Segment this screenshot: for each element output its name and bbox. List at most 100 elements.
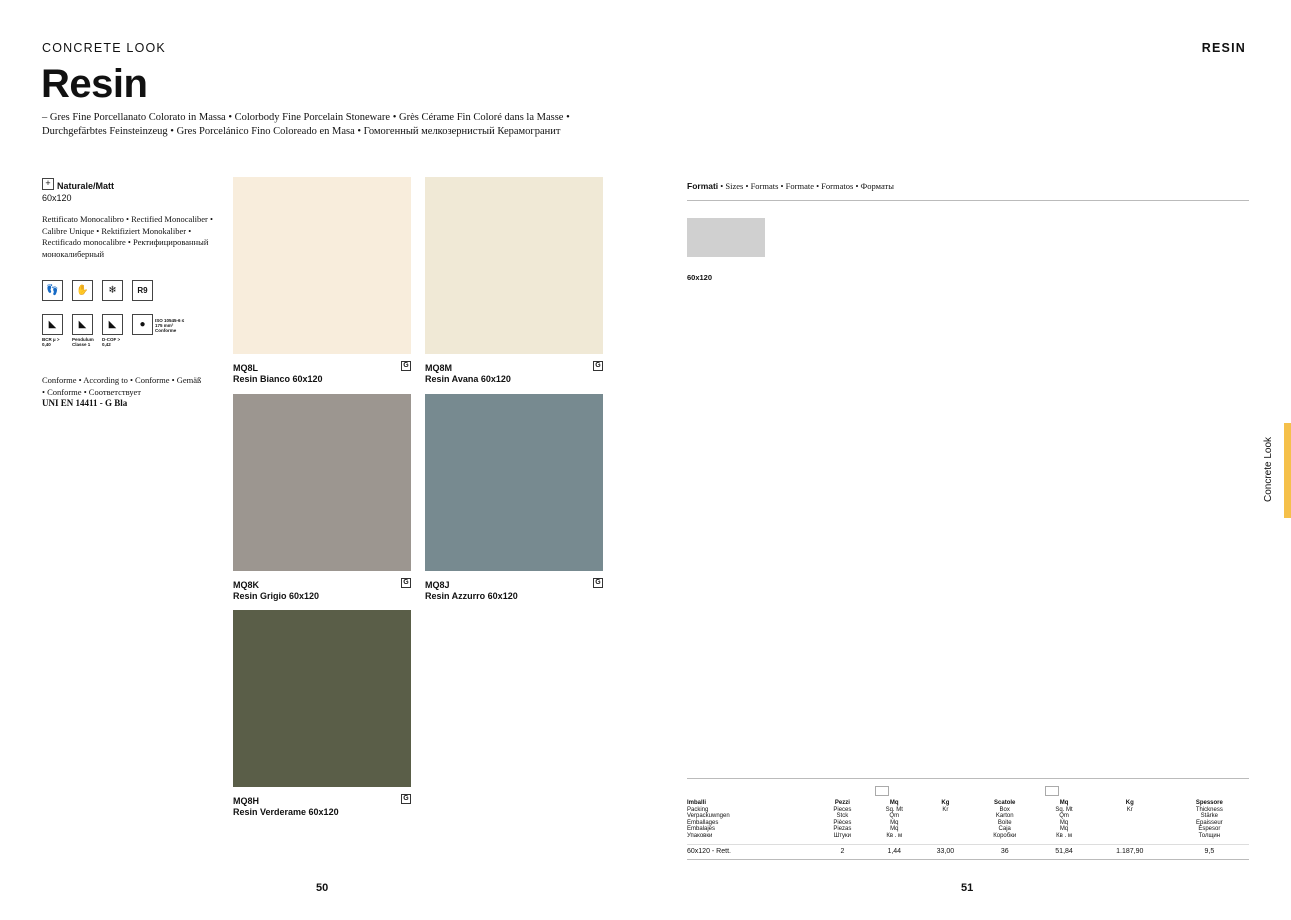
packing-header-cell: Pezzi Pieces Stck Pièces Piezas Штуки bbox=[816, 800, 869, 839]
header-line: Stärke bbox=[1200, 813, 1219, 819]
tile-code: MQ8M bbox=[425, 363, 452, 373]
tile-name: Resin Azzurro 60x120 bbox=[425, 591, 518, 601]
stain-resistance-hand-icon: ✋ bbox=[72, 280, 93, 301]
header-line: Кв . м bbox=[1056, 832, 1072, 839]
packing-header-cell: Spessore Thickness Stärke Epaisseur Espesor Т… bbox=[1170, 800, 1249, 839]
right-kicker: RESIN bbox=[1201, 41, 1246, 55]
header-line: Epaisseur bbox=[1196, 819, 1223, 826]
packing-header-cell: Scatole Box Karton Boite Caja Коробки bbox=[971, 800, 1038, 839]
page-number-left: 50 bbox=[316, 882, 329, 894]
frost-resistance-icon: ❄ bbox=[102, 280, 123, 301]
header-line: Mq bbox=[1059, 826, 1069, 832]
header-line: Boite bbox=[997, 819, 1012, 826]
tile-label: MQ8H Resin Verderame 60x120 bbox=[233, 796, 339, 818]
header-line: Кв . м bbox=[886, 832, 903, 839]
header-line: Kr bbox=[942, 806, 949, 813]
tile-name: Resin Grigio 60x120 bbox=[233, 591, 320, 601]
divider bbox=[687, 200, 1249, 201]
header-line: Embalajes bbox=[687, 826, 716, 832]
slip-bcr-icon: ◣ bbox=[42, 314, 63, 335]
header-line: Imballi bbox=[687, 800, 707, 806]
formats-heading: Formati • Sizes • Formats • Formate • Fo… bbox=[687, 181, 894, 191]
r9-badge: R9 bbox=[132, 280, 153, 301]
packing-cell: 51,84 bbox=[1055, 847, 1073, 855]
header-line: Kr bbox=[1126, 806, 1133, 813]
packing-cell: 1.187,90 bbox=[1116, 847, 1144, 855]
header-line: Pezzi bbox=[834, 800, 850, 806]
header-line: Mq bbox=[889, 800, 899, 806]
divider bbox=[687, 859, 1249, 860]
section-kicker: CONCRETE LOOK bbox=[42, 41, 166, 55]
header-line: Упаковки bbox=[687, 832, 713, 839]
divider bbox=[687, 778, 1249, 779]
side-tab-marker[interactable] bbox=[1284, 423, 1291, 518]
subtitle-line: Durchgefärbtes Feinsteinzeug • Gres Porc… bbox=[42, 126, 561, 137]
carton-box-icon bbox=[1045, 786, 1059, 796]
side-tab-label: Concrete Look bbox=[1263, 436, 1274, 503]
header-line: Mq bbox=[1059, 819, 1069, 826]
header-line: Штуки bbox=[833, 832, 852, 839]
packing-table: Imballi Packing Verpackuwngen Emballages Emb… bbox=[687, 800, 1249, 855]
tile-name: Resin Verderame 60x120 bbox=[233, 807, 339, 817]
header-line: Box bbox=[999, 806, 1010, 813]
format-size: 60x120 bbox=[687, 273, 713, 282]
tile-swatch[interactable] bbox=[233, 610, 411, 787]
slip-pendulum-icon: ◣ bbox=[72, 314, 93, 335]
tile-label: MQ8K Resin Grigio 60x120 bbox=[233, 580, 319, 602]
header-line: Sq. Mt bbox=[1055, 806, 1073, 813]
formats-langs: • Sizes • Formats • Formate • Formatos •… bbox=[718, 181, 894, 191]
g-badge: G bbox=[593, 578, 603, 588]
tile-swatch[interactable] bbox=[425, 394, 603, 571]
tile-label: MQ8J Resin Azzurro 60x120 bbox=[425, 580, 518, 602]
tile-code: MQ8L bbox=[233, 363, 259, 373]
g-badge: G bbox=[401, 794, 411, 804]
header-line: Mq bbox=[890, 819, 899, 826]
header-line: Emballages bbox=[687, 819, 719, 826]
header-line: Packing bbox=[687, 806, 709, 813]
abrasion-icon: ● bbox=[132, 314, 153, 335]
subtitle: – Gres Fine Porcellanato Colorato in Mas… bbox=[42, 111, 622, 139]
foot-traffic-icon: 👣 bbox=[42, 280, 63, 301]
tile-swatch[interactable] bbox=[233, 394, 411, 571]
iso-label: ISO 10545-6 ≤ 175 mm³ Conforme bbox=[155, 318, 185, 333]
packing-cell: 36 bbox=[1000, 847, 1009, 855]
tile-name: Resin Avana 60x120 bbox=[425, 374, 511, 384]
header-line: Коробки bbox=[993, 832, 1017, 839]
formats-title: Formati bbox=[687, 181, 719, 191]
format-swatch bbox=[687, 218, 765, 257]
tile-code: MQ8K bbox=[233, 580, 260, 590]
header-line: Pieces bbox=[833, 806, 852, 813]
tile-label: MQ8L Resin Bianco 60x120 bbox=[233, 363, 323, 385]
tile-code: MQ8J bbox=[425, 580, 450, 590]
packing-header-cell: Mq Sq. Mt Qm Mq Mq Кв . м bbox=[1038, 800, 1089, 839]
page-title: Resin bbox=[41, 62, 148, 106]
packing-header-cell: Kg Kr bbox=[1090, 800, 1170, 839]
header-line: Kg bbox=[941, 800, 950, 806]
header-line: Thickness bbox=[1195, 806, 1223, 813]
header-line: Толщин bbox=[1198, 832, 1221, 839]
header-line: Kg bbox=[1125, 800, 1134, 806]
header-line: Qm bbox=[889, 813, 900, 819]
packing-cell: 33,00 bbox=[936, 847, 955, 855]
conforme-text: Conforme • According to • Conforme • Gem… bbox=[42, 375, 202, 397]
header-line: Espesor bbox=[1198, 826, 1221, 832]
g-badge: G bbox=[401, 361, 411, 371]
finish-label: Naturale/Matt bbox=[57, 181, 115, 191]
tile-swatch[interactable] bbox=[425, 177, 603, 354]
tile-label: MQ8M Resin Avana 60x120 bbox=[425, 363, 511, 385]
header-line: Spessore bbox=[1195, 800, 1223, 806]
header-line: Caja bbox=[998, 826, 1011, 832]
packing-cell: 9,5 bbox=[1204, 847, 1215, 855]
packing-cell: 60x120 - Rett. bbox=[687, 847, 731, 855]
tile-swatch[interactable] bbox=[233, 177, 411, 354]
packing-row: 60x120 - Rett. 2 1,44 33,00 36 51,84 1.187,90 9… bbox=[687, 844, 1249, 855]
tile-code: MQ8H bbox=[233, 796, 260, 806]
dcof-label: D-COF > 0,42 bbox=[102, 337, 121, 347]
packing-cell: 2 bbox=[840, 847, 845, 855]
packing-header-row: Imballi Packing Verpackuwngen Emballages Emb… bbox=[687, 800, 1249, 839]
header-line: Mq bbox=[1059, 800, 1069, 806]
packing-cell: 1,44 bbox=[887, 847, 902, 855]
piece-box-icon bbox=[875, 786, 889, 796]
finish-icon: + bbox=[42, 178, 54, 190]
packing-header-cell: Kg Kr bbox=[920, 800, 971, 839]
